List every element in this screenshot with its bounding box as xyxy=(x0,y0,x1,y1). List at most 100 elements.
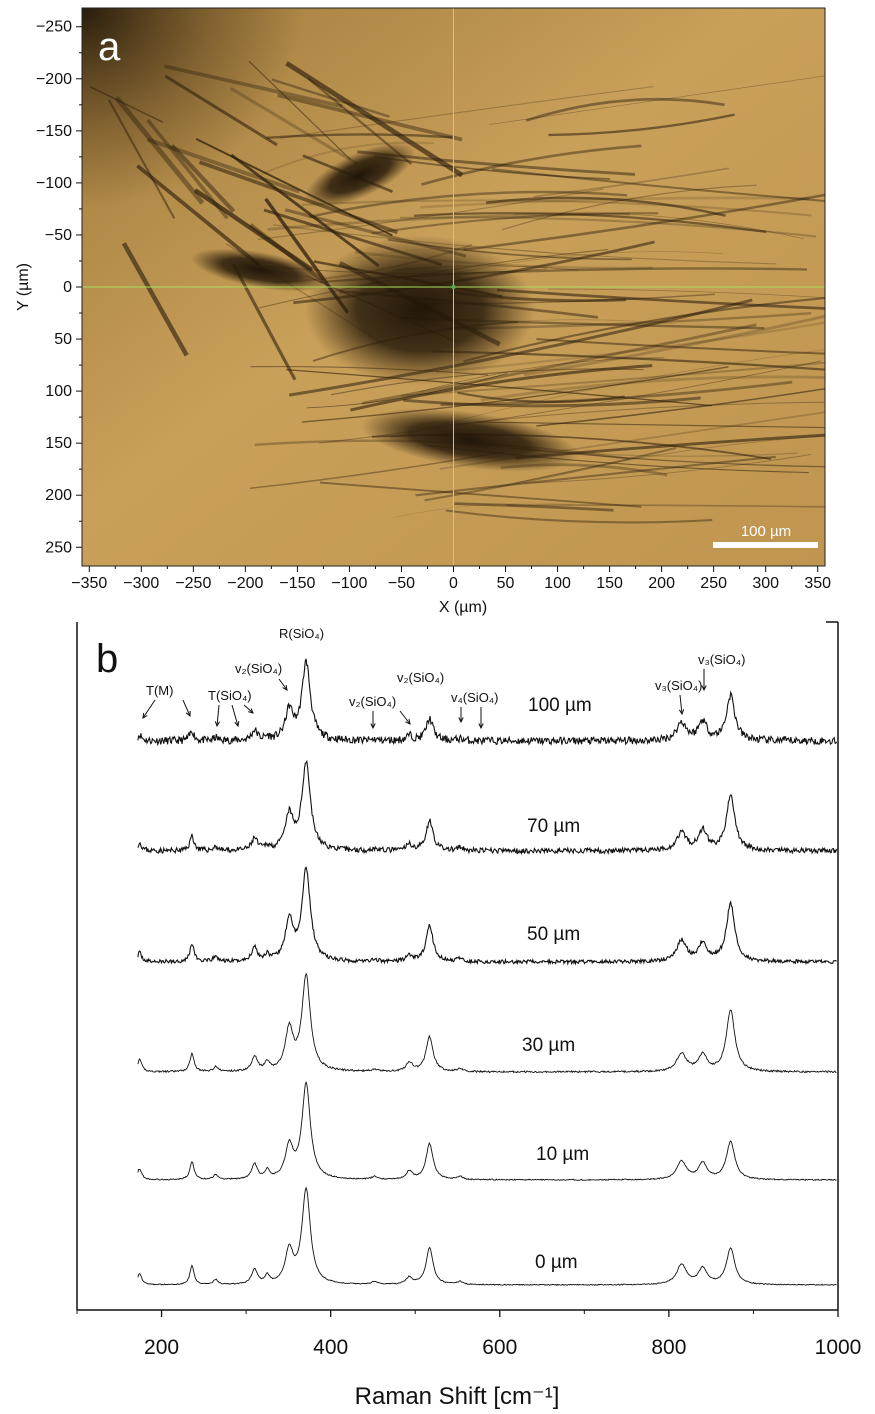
annotation-v4-sio4: v₄(SiO₄) xyxy=(451,690,498,705)
raman-spectrum xyxy=(137,1186,837,1286)
y-tick-label: 150 xyxy=(45,435,72,452)
annotation-arrow xyxy=(142,699,156,719)
annotation-arrow xyxy=(278,678,288,691)
annotation-arrowhead xyxy=(234,721,240,728)
fiber xyxy=(170,144,236,213)
fiber xyxy=(420,144,642,186)
fiber xyxy=(394,502,572,518)
y-tick-label: 50 xyxy=(54,331,72,348)
fiber xyxy=(536,338,825,355)
annotation-arrow xyxy=(231,704,239,727)
fiber xyxy=(435,321,825,373)
fiber xyxy=(193,188,314,272)
fiber xyxy=(424,446,677,502)
annotation-arrowhead xyxy=(405,719,411,725)
annotation-arrowhead xyxy=(282,685,288,691)
x-tick-label: 200 xyxy=(648,575,675,592)
fiber xyxy=(280,86,654,139)
fiber xyxy=(286,368,712,407)
fiber xyxy=(309,190,628,219)
fiber xyxy=(523,454,812,484)
annotation-arrowhead xyxy=(478,723,484,730)
spectrum-label: 100 µm xyxy=(528,695,592,716)
spectrum-label: 50 µm xyxy=(527,924,580,945)
fiber xyxy=(230,153,380,267)
x-tick-label: 100 xyxy=(544,575,571,592)
raman-spectrum xyxy=(137,1080,837,1182)
fiber xyxy=(89,86,164,123)
panel-a-y-axis-label: Y (µm) xyxy=(15,263,32,311)
fiber xyxy=(523,314,825,377)
annotation-v3-sio4-b: v₃(SiO₄) xyxy=(698,652,745,667)
fiber xyxy=(420,196,810,209)
y-tick-label: −150 xyxy=(36,123,72,140)
fiber xyxy=(371,212,659,235)
panel-a-letter: a xyxy=(98,25,121,69)
micrograph-axes: −350 −300 −250 −200 −150 −100 −50 0 50 100 150 200 2… xyxy=(36,19,831,592)
x-tick-label: −200 xyxy=(227,575,263,592)
fiber xyxy=(362,323,757,405)
fiber xyxy=(319,481,642,508)
x-tick-label: 150 xyxy=(596,575,623,592)
fiber xyxy=(533,167,729,198)
peak-annotations: T(M) T(SiO₄) v₂(SiO₄) R(SiO₄) v₂(SiO₄) v… xyxy=(142,626,745,730)
raman-x-tick-label: 1000 xyxy=(815,1336,862,1359)
fiber xyxy=(463,193,825,251)
fiber xyxy=(164,74,278,147)
fiber xyxy=(492,168,825,202)
raman-x-ticks: 200 400 600 800 1000 xyxy=(76,1310,862,1359)
raman-spectrum xyxy=(137,658,837,747)
annotation-t-m: T(M) xyxy=(146,683,173,698)
annotation-v2-sio4-b: v₂(SiO₄) xyxy=(349,694,396,709)
annotation-v2-sio4-a: v₂(SiO₄) xyxy=(235,661,282,676)
raman-spectrum xyxy=(137,972,837,1074)
y-tick-label: 100 xyxy=(45,383,72,400)
annotation-arrow xyxy=(216,704,220,727)
fiber xyxy=(463,296,825,363)
fiber xyxy=(266,133,453,139)
raman-x-tick-label: 600 xyxy=(482,1336,517,1359)
fiber xyxy=(506,504,825,508)
spectrum-label: 70 µm xyxy=(527,816,580,837)
fiber xyxy=(515,433,825,460)
fiber xyxy=(350,364,653,412)
fiber xyxy=(515,435,825,484)
annotation-arrow xyxy=(679,694,683,715)
y-tick-label: −100 xyxy=(36,175,72,192)
fiber xyxy=(445,509,713,524)
micrograph-dark-corner xyxy=(82,8,302,208)
raman-spectrum xyxy=(137,759,838,856)
fiber xyxy=(548,288,825,299)
fiber xyxy=(229,86,359,166)
fiber xyxy=(164,64,343,109)
micrograph-dark-center xyxy=(305,235,535,385)
x-tick-label: −350 xyxy=(71,575,107,592)
annotation-arrowhead xyxy=(701,685,707,692)
x-tick-label: 0 xyxy=(449,575,458,592)
fiber xyxy=(501,184,757,231)
fiber xyxy=(195,138,393,237)
fiber xyxy=(301,199,812,217)
fiber xyxy=(114,96,205,205)
fiber xyxy=(401,361,825,397)
fiber xyxy=(480,375,825,402)
scale-bar-label: 100 µm xyxy=(741,523,791,540)
fiber xyxy=(136,164,261,267)
annotation-arrowhead xyxy=(185,710,191,718)
fiber xyxy=(548,113,735,137)
fiber xyxy=(525,97,725,122)
x-tick-label: −250 xyxy=(175,575,211,592)
y-tick-label: 0 xyxy=(63,279,72,296)
spectrum-label: 0 µm xyxy=(535,1252,578,1273)
annotation-arrowhead xyxy=(248,708,254,714)
fiber xyxy=(457,391,625,403)
fiber xyxy=(277,93,463,142)
fiber xyxy=(485,196,726,217)
y-tick-label: 250 xyxy=(45,539,72,556)
x-tick-label: 350 xyxy=(804,575,831,592)
annotation-arrowhead xyxy=(678,709,685,716)
raman-x-tick-label: 800 xyxy=(651,1336,686,1359)
annotation-v3-sio4-a: v₃(SiO₄) xyxy=(655,678,702,693)
panel-a-x-axis-label: X (µm) xyxy=(439,599,487,616)
